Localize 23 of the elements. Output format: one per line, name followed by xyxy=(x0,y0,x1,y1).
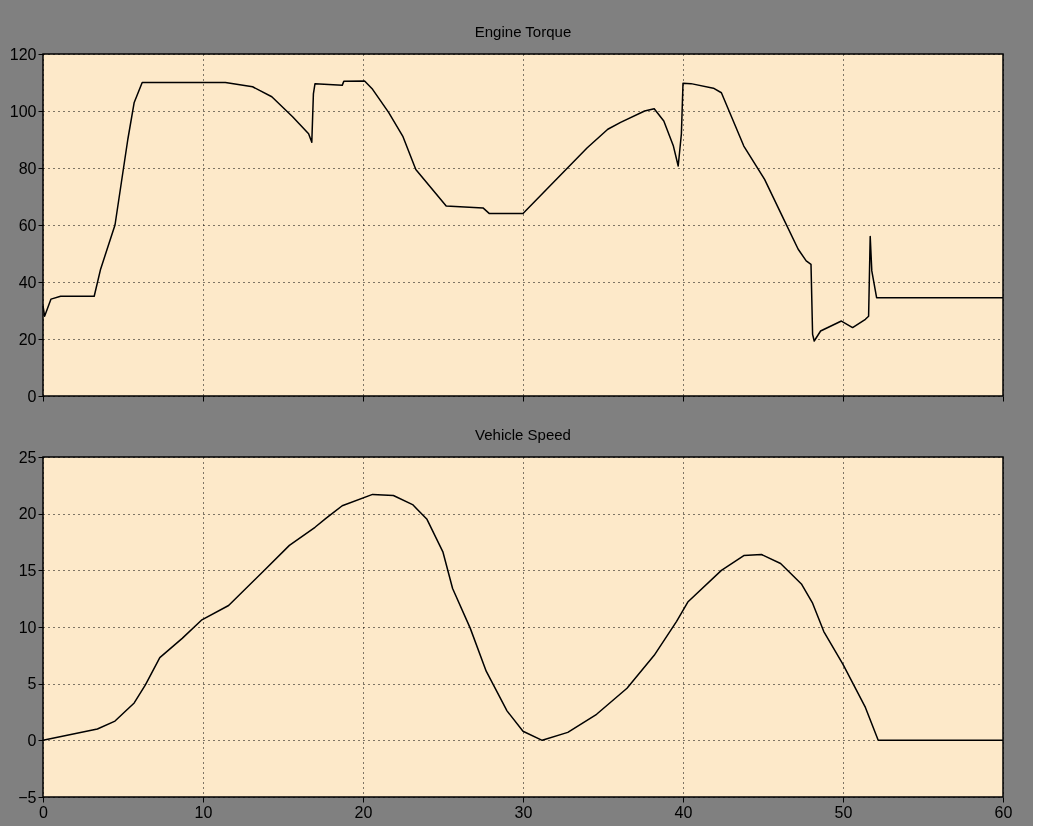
y-tick-label: 60 xyxy=(18,216,37,234)
x-tick-label: 60 xyxy=(994,803,1013,821)
y-tick-label: 80 xyxy=(18,159,37,177)
y-tick-label: 40 xyxy=(18,273,37,291)
chart-title: Vehicle Speed xyxy=(475,426,571,443)
y-tick-label: 10 xyxy=(18,618,37,636)
y-tick-label: 15 xyxy=(18,561,37,579)
y-tick-label: −5 xyxy=(18,788,37,806)
x-tick-label: 40 xyxy=(674,803,693,821)
y-tick-label: 100 xyxy=(9,102,37,120)
y-tick-label: 20 xyxy=(18,330,37,348)
y-tick-label: 5 xyxy=(27,675,37,693)
y-tick-label: 25 xyxy=(18,448,37,466)
x-tick-label: 50 xyxy=(834,803,853,821)
x-tick-label: 0 xyxy=(39,803,49,821)
y-tick-label: 0 xyxy=(27,731,37,749)
x-tick-label: 30 xyxy=(514,803,533,821)
y-tick-label: 20 xyxy=(18,505,37,523)
y-tick-label: 0 xyxy=(27,387,37,405)
y-tick-label: 120 xyxy=(9,45,37,63)
x-tick-label: 10 xyxy=(194,803,213,821)
chart-title: Engine Torque xyxy=(474,23,572,40)
x-tick-label: 20 xyxy=(354,803,373,821)
